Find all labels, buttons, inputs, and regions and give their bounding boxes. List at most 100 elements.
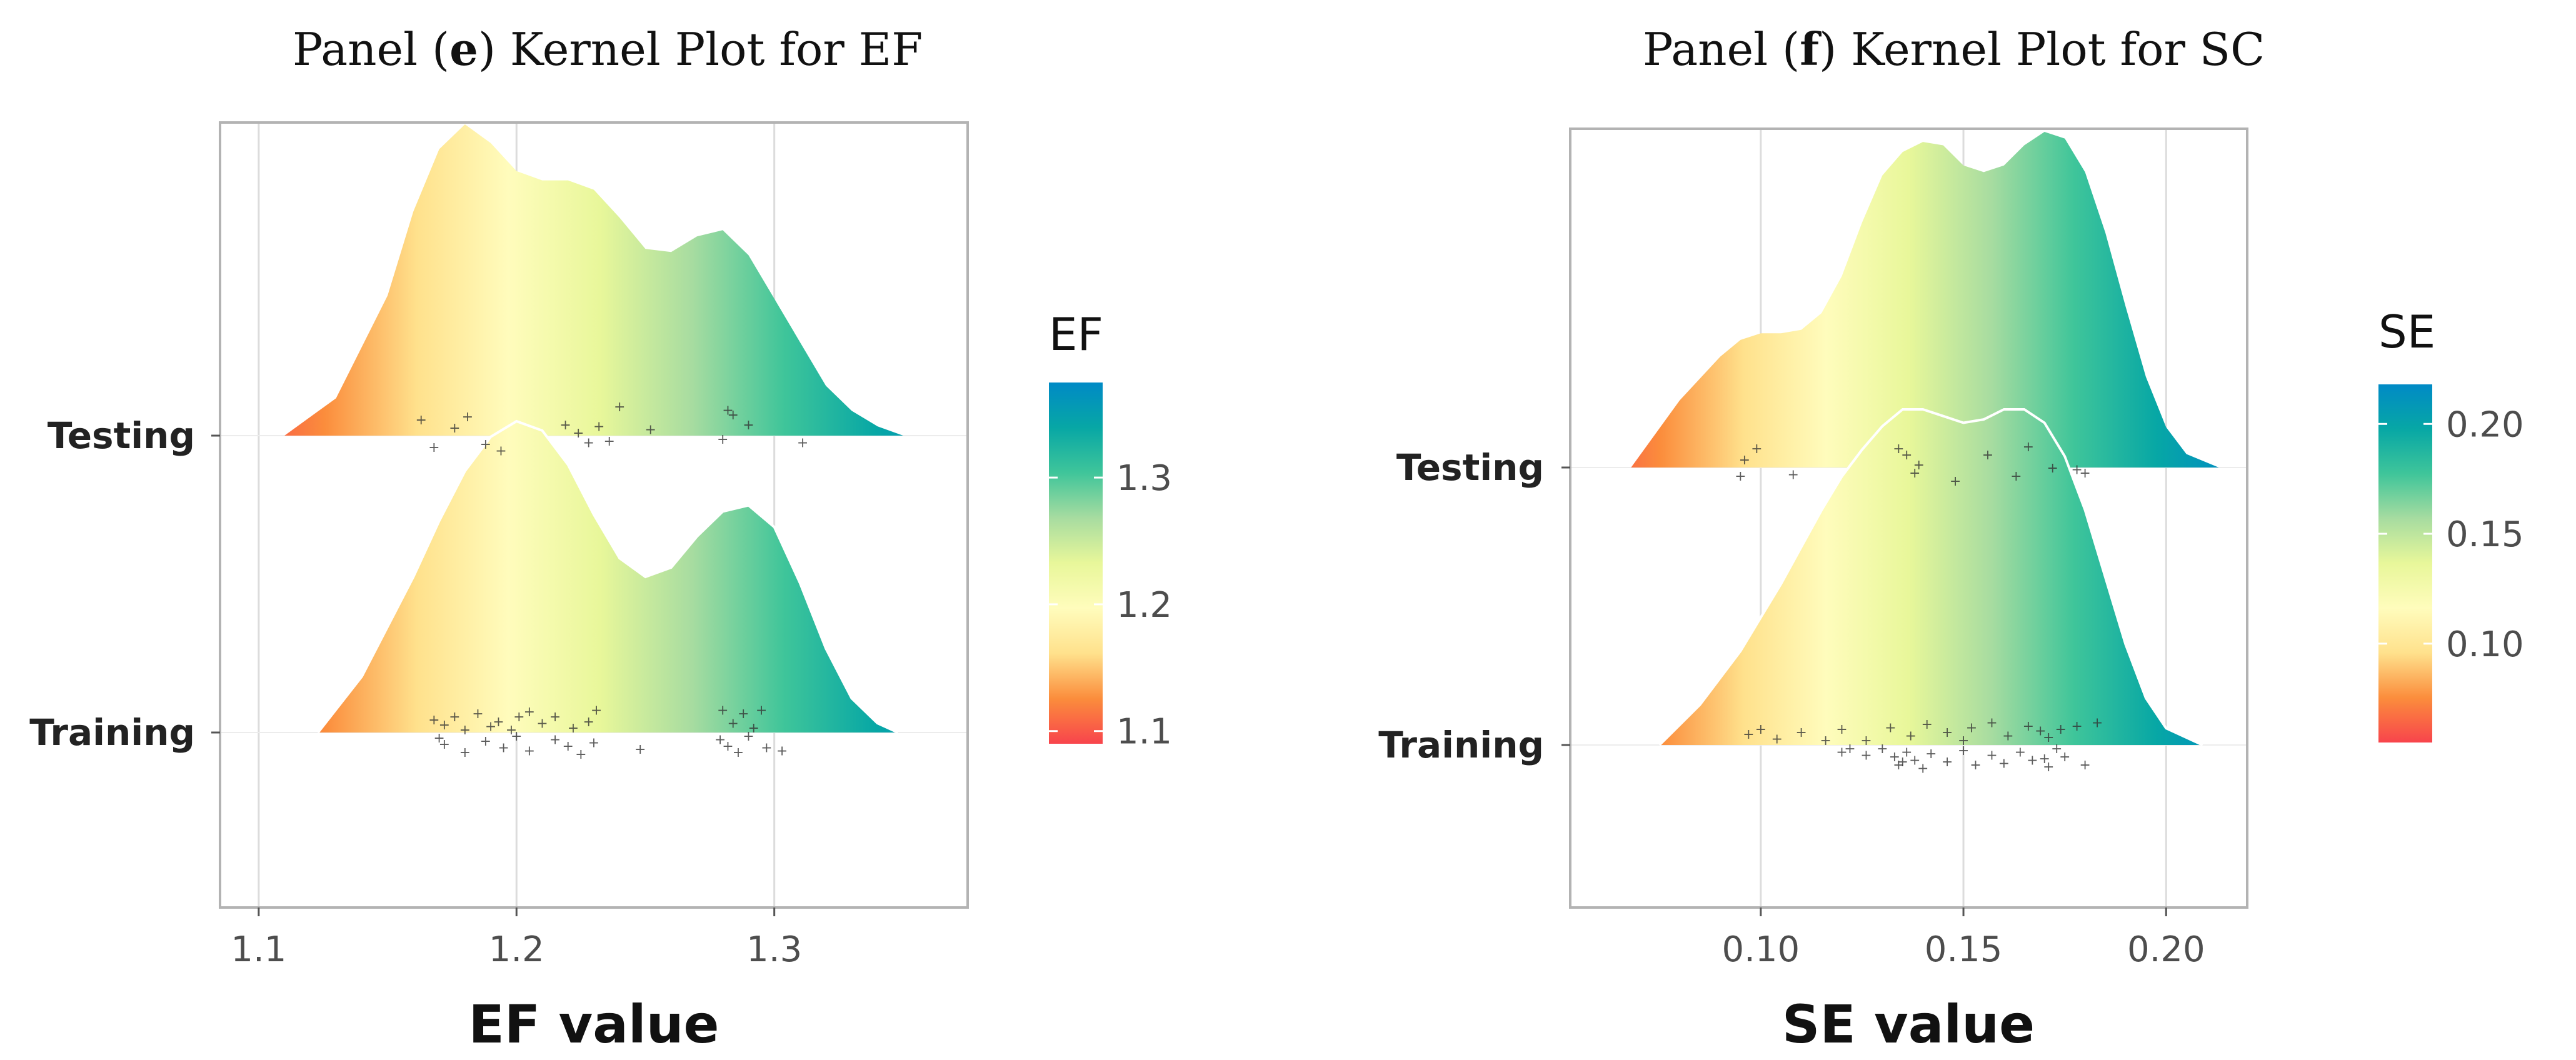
data-point: + — [1739, 452, 1750, 468]
data-point: + — [1735, 469, 1746, 484]
data-point: + — [493, 714, 504, 730]
data-point: + — [573, 426, 584, 441]
category-label-testing: Testing — [48, 414, 195, 457]
data-point: + — [513, 709, 524, 725]
x-tick-label: 1.1 — [231, 929, 286, 970]
data-point: + — [449, 709, 460, 725]
data-point: + — [717, 703, 728, 719]
data-point: + — [1755, 722, 1767, 738]
x-tick-label: 1.3 — [746, 929, 802, 970]
category-label-training: Training — [29, 711, 195, 754]
data-point: + — [714, 732, 726, 748]
data-point: + — [2027, 752, 2038, 768]
data-point: + — [575, 747, 586, 762]
panel-f: ++++++++++++ ++++ ++ ++++++++++ +++ +++ + ++ + ++… — [1378, 128, 2524, 1055]
legend-tick-label: 1.2 — [1116, 585, 1172, 626]
data-point: + — [797, 435, 808, 451]
data-point: + — [1743, 727, 1754, 742]
data-point: + — [634, 742, 646, 758]
data-point: + — [1820, 733, 1831, 749]
data-point: + — [524, 704, 535, 720]
data-point: + — [1925, 746, 1937, 762]
data-point: + — [1986, 748, 1997, 764]
data-point: + — [1772, 732, 1783, 748]
data-point: + — [614, 399, 625, 415]
density-outline-training — [317, 419, 899, 734]
data-point: + — [2043, 759, 2054, 775]
data-point: + — [1958, 733, 1969, 749]
data-point: + — [1836, 722, 1847, 738]
data-point: + — [511, 729, 522, 744]
data-point: + — [563, 739, 574, 754]
data-point: + — [1942, 754, 1953, 770]
data-point: + — [2079, 466, 2090, 481]
data-point: + — [1836, 744, 1847, 760]
data-point: + — [485, 719, 496, 735]
legend-tick-label: 1.1 — [1116, 712, 1172, 752]
data-point: + — [495, 443, 506, 459]
data-point: + — [1958, 743, 1969, 759]
data-point: + — [591, 703, 602, 719]
data-point: + — [480, 437, 491, 452]
data-point: + — [717, 432, 728, 448]
data-point: + — [2092, 716, 2103, 731]
data-point: + — [2010, 469, 2022, 484]
data-point: + — [583, 435, 594, 451]
data-point: + — [536, 716, 548, 731]
x-tick-label: 0.20 — [2127, 929, 2205, 970]
data-point: + — [462, 409, 473, 425]
data-point: + — [439, 737, 450, 752]
data-point: + — [428, 440, 439, 456]
data-point: + — [459, 745, 471, 761]
data-point: + — [1901, 744, 1912, 760]
data-point: + — [1795, 725, 1807, 741]
data-point: + — [549, 732, 561, 748]
data-point: + — [506, 722, 517, 738]
panel-f-title-suffix: ) Kernel Plot for SC — [1819, 23, 2265, 76]
data-point: + — [1877, 741, 1888, 757]
data-point: + — [559, 418, 571, 433]
data-point: + — [1950, 474, 1961, 489]
data-point: + — [1889, 749, 1900, 765]
panel-f-title-letter: f — [1800, 22, 1820, 76]
data-point: + — [756, 703, 767, 719]
data-point: + — [2035, 724, 2046, 739]
x-axis-title: SE value — [1782, 994, 2035, 1055]
data-point: + — [2043, 730, 2054, 746]
legend-title: SE — [2378, 306, 2435, 358]
data-point: + — [1966, 720, 1977, 736]
data-point: + — [1844, 741, 1855, 757]
legend-tick-label: 0.20 — [2446, 404, 2524, 445]
data-point: + — [588, 736, 599, 751]
data-point: + — [776, 744, 788, 759]
data-point: + — [2047, 461, 2058, 476]
data-point: + — [428, 712, 439, 728]
data-point: + — [2059, 749, 2070, 765]
panel-f-title-prefix: Panel ( — [1643, 23, 1800, 76]
data-point: + — [1787, 467, 1798, 482]
data-point: + — [2079, 758, 2090, 773]
data-point: + — [1751, 441, 1762, 457]
data-point: + — [1913, 458, 1924, 473]
panel-e-title: Panel (e) Kernel Plot for EF — [293, 22, 923, 76]
data-point: + — [2055, 722, 2066, 738]
x-tick-label: 0.15 — [1925, 929, 2003, 970]
plot-border — [1569, 128, 2248, 909]
panel-f-title: Panel (f) Kernel Plot for SC — [1643, 22, 2265, 76]
x-tick-label: 1.2 — [489, 929, 544, 970]
data-point: + — [727, 408, 738, 423]
data-point: + — [761, 740, 772, 756]
data-point: + — [415, 412, 426, 428]
data-point: + — [1860, 748, 1872, 764]
data-point: + — [645, 422, 656, 438]
category-label-training: Training — [1378, 724, 1544, 766]
data-point: + — [738, 706, 749, 722]
data-point: + — [583, 714, 594, 730]
panel-e-title-letter: e — [449, 22, 478, 76]
data-point: + — [1909, 466, 1920, 481]
data-point: + — [2023, 719, 2034, 734]
data-point: + — [1909, 752, 1920, 768]
data-point: + — [727, 716, 738, 731]
legend-tick-label: 0.10 — [2446, 624, 2524, 665]
